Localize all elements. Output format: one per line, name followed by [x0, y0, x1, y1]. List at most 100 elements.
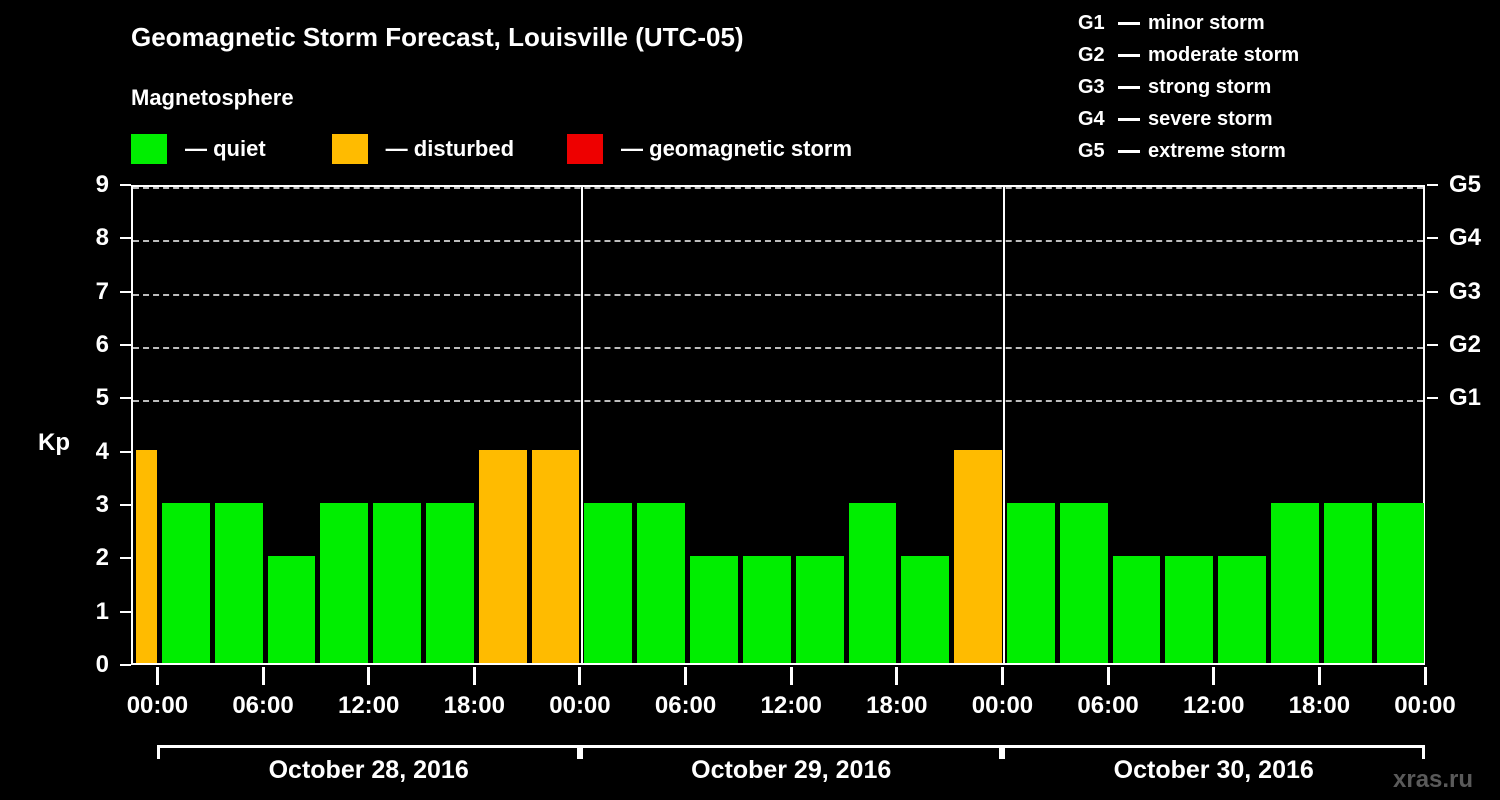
gridline-kp-8 — [133, 240, 1423, 243]
bar-kp — [1165, 556, 1214, 663]
x-tick-label-0: 00:00 — [126, 692, 189, 719]
y-tick-mark-0 — [120, 664, 131, 666]
magnetosphere-heading: Magnetosphere — [131, 85, 294, 110]
g-legend-dash-icon — [1118, 53, 1140, 57]
g-legend-dash-icon — [1118, 149, 1140, 153]
y-tick-label-4: 4 — [95, 437, 109, 465]
legend-entry-disturbed: — disturbed — [331, 133, 515, 165]
bar-kp — [531, 449, 580, 663]
bar-kp — [1059, 503, 1108, 663]
bar-kp — [742, 556, 791, 663]
g-tick-mark-g2 — [1427, 344, 1438, 346]
bar-kp — [373, 503, 421, 663]
bar-kp — [954, 449, 1002, 663]
y-tick-mark-8 — [120, 237, 131, 240]
y-tick-label-7: 7 — [95, 277, 109, 305]
day-label-2: October 29, 2016 — [691, 756, 892, 784]
x-tick-mark-6 — [789, 667, 793, 685]
y-tick-label-2: 2 — [95, 544, 109, 572]
bar-kp — [425, 503, 474, 663]
x-tick-mark-1 — [261, 667, 265, 685]
g-legend-row-g2: G2 moderate storm — [1078, 44, 1299, 66]
x-tick-label-1: 06:00 — [232, 692, 294, 719]
x-tick-mark-4 — [578, 667, 582, 685]
bar-kp — [901, 556, 950, 663]
g-scale-legend: G1 minor storm G2 moderate storm G3 strong st… — [1078, 12, 1299, 162]
x-tick-label-6: 12:00 — [760, 692, 822, 719]
x-tick-label-4: 00:00 — [549, 692, 611, 719]
x-tick-label-2: 12:00 — [337, 692, 400, 719]
legend-label-storm: — geomagnetic storm — [621, 136, 853, 161]
gridline-kp-6 — [133, 347, 1423, 349]
x-tick-label-5: 06:00 — [654, 692, 717, 719]
y-tick-mark-7 — [120, 290, 131, 293]
bar-kp — [161, 503, 210, 663]
legend-swatch-storm — [567, 134, 604, 164]
legend-label-quiet: — quiet — [185, 136, 266, 161]
bar-kp — [1006, 503, 1055, 663]
bar-kp — [1112, 556, 1161, 663]
x-tick-label-12: 00:00 — [1394, 692, 1456, 719]
day-band-cap — [1002, 745, 1006, 759]
day-separators — [133, 187, 1423, 663]
x-tick-mark-12 — [1423, 667, 1427, 685]
g-tick-mark-g4 — [1427, 237, 1438, 240]
g-legend-row-g5: G5 extreme storm — [1078, 140, 1299, 162]
bar-kp — [1376, 503, 1425, 663]
x-tick-mark-11 — [1317, 667, 1321, 685]
legend-entry-storm: — geomagnetic storm — [567, 133, 852, 165]
legend-label-disturbed: — disturbed — [385, 136, 515, 161]
watermark: xras.ru — [1393, 766, 1474, 793]
g-legend-row-g1: G1 minor storm — [1078, 12, 1299, 34]
day-band-line-2 — [579, 745, 1003, 748]
g-legend-description: moderate storm — [1148, 43, 1300, 66]
y-tick-mark-4 — [120, 450, 131, 453]
bar-kp — [795, 556, 844, 663]
bar-kp — [478, 449, 527, 663]
day-band-cap — [576, 745, 580, 759]
gridline-kp-9 — [133, 187, 1423, 189]
x-tick-mark-2 — [367, 667, 371, 685]
x-tick-mark-8 — [1000, 667, 1004, 685]
gridline-kp-7 — [133, 293, 1423, 296]
bar-kp — [320, 503, 369, 663]
day-separator-2 — [1003, 187, 1006, 663]
bars-layer — [133, 187, 1425, 663]
x-tick-mark-3 — [472, 667, 476, 685]
x-tick-label-8: 00:00 — [971, 692, 1034, 719]
y-tick-mark-9 — [120, 184, 131, 186]
bar-kp — [267, 556, 316, 663]
y-tick-label-0: 0 — [95, 651, 109, 678]
g-legend-dash-icon — [1118, 117, 1140, 121]
y-tick-label-5: 5 — [95, 384, 109, 412]
y-tick-label-6: 6 — [95, 331, 109, 358]
day-band-cap — [999, 745, 1003, 759]
bar-kp — [1218, 556, 1267, 663]
x-tick-label-7: 18:00 — [866, 692, 928, 719]
bar-kp — [1323, 503, 1372, 663]
x-tick-label-10: 12:00 — [1183, 692, 1245, 719]
g-legend-code: G3 — [1078, 75, 1105, 98]
g-legend-row-g3: G3 strong storm — [1078, 76, 1299, 98]
g-legend-code: G2 — [1078, 43, 1105, 66]
x-tick-mark-0 — [155, 667, 159, 685]
legend-entry-quiet: — quiet — [131, 133, 266, 165]
x-tick-mark-5 — [684, 667, 688, 685]
y-tick-label-9: 9 — [95, 171, 109, 198]
y-tick-mark-3 — [120, 504, 131, 506]
day-separator-1 — [580, 187, 583, 663]
bar-kp — [584, 503, 633, 663]
x-tick-label-11: 18:00 — [1288, 692, 1351, 719]
day-label-1: October 28, 2016 — [268, 756, 469, 784]
y-tick-label-8: 8 — [95, 224, 109, 252]
y-tick-mark-2 — [120, 557, 131, 560]
gridlines — [133, 187, 1423, 663]
g-tick-label-g3: G3 — [1449, 277, 1482, 305]
g-tick-mark-g3 — [1427, 290, 1438, 293]
day-label-3: October 30, 2016 — [1113, 756, 1314, 784]
day-band-cap — [157, 745, 161, 759]
bar-kp — [135, 449, 157, 663]
g-legend-description: extreme storm — [1148, 139, 1286, 162]
g-legend-code: G4 — [1078, 107, 1105, 130]
g-legend-description: minor storm — [1148, 11, 1265, 34]
